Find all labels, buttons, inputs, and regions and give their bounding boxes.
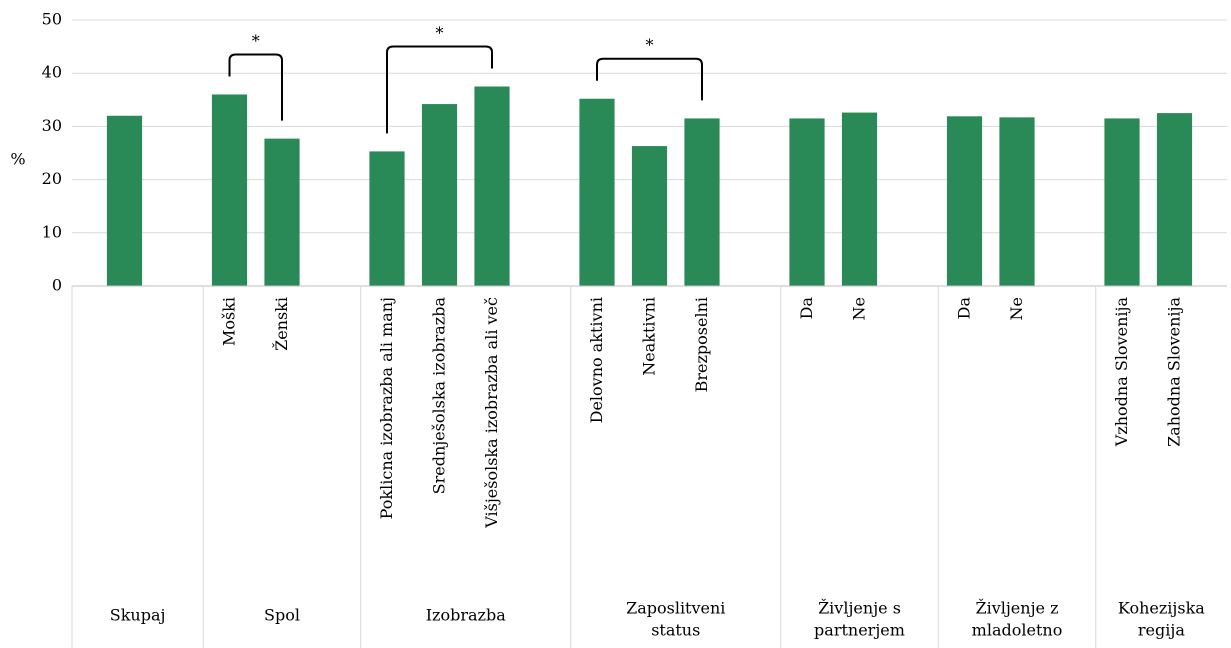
x-tick-label: Brezposelni: [692, 297, 711, 392]
bar: [684, 118, 720, 286]
bar: [999, 117, 1035, 286]
group-label: partnerjem: [814, 621, 905, 640]
x-tick-label: Da: [797, 297, 816, 320]
group-label: regija: [1138, 621, 1185, 640]
significance-marker: *: [252, 31, 260, 50]
bar: [631, 146, 668, 286]
x-tick-label: Srednješolska izobrazba: [430, 297, 449, 495]
bar: [789, 118, 825, 286]
bar: [106, 115, 143, 286]
y-tick-label: 40: [42, 63, 62, 82]
significance-bracket: [386, 45, 493, 134]
y-tick-label: 30: [42, 116, 62, 135]
group-label: Skupaj: [110, 606, 166, 625]
bar: [1104, 118, 1140, 286]
y-tick-label: 0: [52, 276, 62, 295]
x-tick-label: Moški: [220, 297, 239, 346]
significance-brackets: * * *: [228, 24, 703, 134]
bar: [421, 104, 458, 286]
x-tick-label: Poklicna izobrazba ali manj: [377, 297, 396, 519]
group-label: Izobrazba: [426, 606, 506, 625]
x-tick-label: Ne: [1007, 297, 1026, 320]
group-label: Življenje s: [818, 598, 901, 618]
x-tick-label: Da: [955, 297, 974, 320]
significance-bracket: [228, 53, 283, 121]
x-tick-label: Delovno aktivni: [587, 297, 606, 423]
x-tick-label: Višješolska izobrazba ali več: [482, 297, 501, 529]
y-tick-label: 20: [42, 169, 62, 188]
significance-marker: *: [646, 36, 654, 55]
y-axis-label: %: [10, 150, 25, 169]
bar: [946, 116, 983, 287]
bar: [264, 138, 300, 286]
y-tick-label: 50: [42, 10, 62, 29]
group-label: Življenje z: [975, 598, 1058, 618]
group-label: Kohezijska: [1118, 599, 1205, 618]
y-tick-label: 10: [42, 222, 62, 241]
bars: [106, 86, 1193, 287]
x-tick-label: Zahodna Slovenija: [1165, 297, 1184, 447]
x-tick-label: Ne: [850, 297, 869, 320]
x-tick-label: Ženski: [271, 297, 291, 351]
group-label: mladoletno: [972, 621, 1063, 640]
bar: [211, 94, 248, 286]
group-label: Zaposlitveni: [626, 599, 725, 618]
group-label: Spol: [264, 606, 300, 625]
x-tick-label: Vzhodna Slovenija: [1112, 297, 1131, 448]
x-axis: Moški Ženski Poklicna izobrazba ali manj Sr…: [71, 285, 1227, 648]
bar: [841, 112, 878, 287]
significance-marker: *: [436, 24, 444, 43]
significance-bracket: [596, 57, 703, 101]
bar: [1156, 113, 1193, 286]
bar: [474, 86, 510, 286]
x-tick-label: Neaktivni: [640, 297, 659, 376]
group-label: status: [651, 621, 700, 640]
bar: [369, 151, 405, 286]
y-axis: % 0 10 20 30 40 50: [10, 10, 62, 295]
bar: [579, 98, 615, 287]
